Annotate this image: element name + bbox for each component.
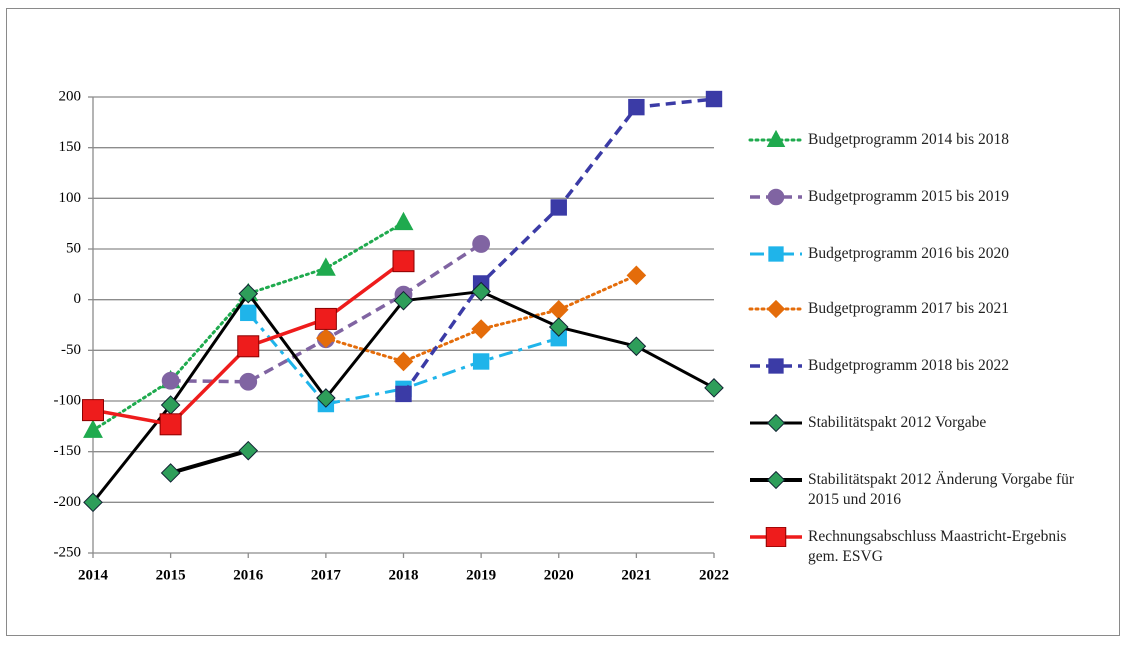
marker — [393, 351, 414, 372]
marker — [550, 199, 567, 216]
legend-swatch — [750, 470, 802, 490]
marker — [159, 413, 182, 436]
marker — [314, 307, 337, 330]
legend-label: Budgetprogramm 2015 bis 2019 — [808, 188, 1010, 205]
legend-item: Budgetprogramm 2015 bis 2019 — [748, 187, 1083, 207]
marker — [705, 90, 723, 108]
legend-swatch — [748, 130, 804, 147]
legend-item: Budgetprogramm 2018 bis 2022 — [748, 356, 1083, 376]
marker — [393, 211, 414, 231]
y-tick-label: -50 — [61, 342, 81, 358]
x-tick-label: 2021 — [621, 567, 651, 583]
legend-swatch — [748, 299, 804, 319]
marker — [548, 299, 569, 320]
x-tick-label: 2019 — [466, 567, 496, 583]
y-tick-label: 100 — [59, 190, 82, 206]
legend-marker — [765, 527, 787, 547]
x-tick-label: 2015 — [156, 567, 186, 583]
marker — [237, 335, 260, 358]
legend-item: Rechnungsabschluss Maastricht-Ergebnis g… — [748, 527, 1083, 567]
marker — [395, 385, 412, 403]
legend-item: Budgetprogramm 2014 bis 2018 — [748, 130, 1083, 150]
marker — [628, 98, 645, 116]
marker — [316, 388, 336, 408]
legend-item: Stabilitätspakt 2012 Änderung Vorgabe fü… — [748, 470, 1083, 510]
legend-marker — [766, 413, 786, 433]
x-tick-label: 2017 — [311, 567, 342, 583]
series-line — [402, 97, 715, 395]
legend-label: Rechnungsabschluss Maastricht-Ergebnis g… — [808, 528, 1067, 565]
marker — [316, 328, 336, 348]
legend-label: Budgetprogramm 2017 bis 2021 — [808, 300, 1010, 317]
marker — [161, 371, 180, 390]
y-tick-label: 0 — [74, 291, 82, 307]
marker — [704, 378, 724, 398]
legend-swatch — [750, 358, 802, 374]
marker — [315, 257, 336, 276]
marker — [160, 463, 181, 483]
legend-label: Budgetprogramm 2018 bis 2022 — [808, 357, 1010, 374]
legend-marker — [766, 470, 786, 490]
marker — [83, 492, 103, 513]
legend-marker — [768, 246, 784, 262]
legend-item: Stabilitätspakt 2012 Vorgabe — [748, 413, 1083, 433]
marker — [626, 336, 647, 357]
legend-swatch — [750, 188, 802, 206]
marker — [240, 304, 257, 322]
legend-label: Stabilitätspakt 2012 Vorgabe — [808, 414, 987, 431]
marker — [548, 317, 569, 337]
legend-swatch — [750, 527, 802, 547]
x-tick-label: 2018 — [389, 567, 419, 583]
marker — [393, 290, 414, 311]
legend-swatch — [750, 246, 802, 262]
x-tick-label: 2016 — [233, 567, 264, 583]
marker — [626, 265, 647, 286]
x-tick-label: 2014 — [78, 567, 109, 583]
marker — [239, 372, 258, 391]
series-line — [247, 311, 560, 406]
marker — [471, 281, 491, 302]
series-line — [170, 448, 249, 475]
y-tick-label: -100 — [54, 392, 82, 408]
marker — [472, 235, 491, 253]
y-tick-label: -200 — [54, 494, 82, 510]
y-tick-label: -150 — [54, 443, 82, 459]
x-tick-label: 2022 — [699, 567, 729, 583]
legend-swatch — [750, 413, 802, 433]
y-tick-label: 200 — [59, 88, 82, 104]
y-tick-label: 50 — [66, 240, 81, 256]
legend-label: Budgetprogramm 2014 bis 2018 — [808, 131, 1010, 148]
marker — [471, 319, 491, 339]
legend-marker — [766, 130, 786, 147]
y-tick-label: -250 — [54, 544, 82, 560]
legend-item: Budgetprogramm 2016 bis 2020 — [748, 244, 1083, 264]
legend-item: Budgetprogramm 2017 bis 2021 — [748, 299, 1083, 319]
x-tick-label: 2020 — [544, 567, 574, 583]
legend-marker — [767, 188, 785, 206]
legend-label: Stabilitätspakt 2012 Änderung Vorgabe fü… — [808, 471, 1075, 508]
marker — [472, 353, 490, 370]
marker — [83, 419, 103, 438]
legend-marker — [768, 358, 784, 374]
marker — [392, 250, 415, 273]
chart-frame — [6, 8, 1120, 636]
marker — [238, 283, 259, 304]
marker — [238, 440, 259, 461]
marker — [82, 399, 104, 422]
legend-label: Budgetprogramm 2016 bis 2020 — [808, 245, 1010, 262]
legend-marker — [766, 299, 786, 319]
y-tick-label: 150 — [59, 139, 82, 155]
